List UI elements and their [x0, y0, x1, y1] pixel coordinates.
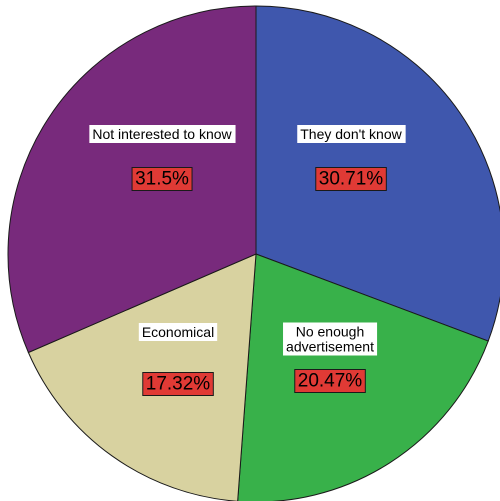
- pie-labels: They don't know 30.71% No enoughadvertisem…: [89, 125, 406, 396]
- value-label-text: 31.5%: [135, 169, 189, 190]
- category-label-bg: [283, 322, 378, 356]
- value-label-they-don-t-know: 30.71%: [315, 167, 387, 191]
- category-label-text: advertisement: [286, 339, 374, 355]
- value-label-bg: [142, 372, 214, 396]
- category-label-text: Not interested to know: [92, 126, 232, 142]
- pie-slices: [7, 5, 500, 501]
- value-label-economical: 17.32%: [142, 372, 214, 396]
- value-label-not-interested-to-know: 31.5%: [131, 167, 193, 191]
- value-label-bg: [131, 167, 193, 191]
- category-label-bg: [297, 125, 406, 143]
- value-label-text: 17.32%: [146, 374, 211, 395]
- pie-slice-economical: [27, 253, 257, 501]
- category-label-bg: [89, 125, 236, 143]
- value-label-bg: [315, 167, 387, 191]
- value-label-no-enough-advertisement: 20.47%: [294, 369, 366, 393]
- category-label-not-interested-to-know: Not interested to know: [89, 125, 236, 143]
- value-label-text: 30.71%: [319, 169, 384, 190]
- category-label-bg: [138, 323, 218, 341]
- value-label-bg: [294, 369, 366, 393]
- category-label-economical: Economical: [138, 323, 218, 341]
- value-label-text: 20.47%: [298, 371, 363, 392]
- category-label-text: Economical: [142, 324, 214, 340]
- category-label-they-don-t-know: They don't know: [297, 125, 406, 143]
- category-label-text: They don't know: [300, 126, 402, 142]
- category-label-text: No enough: [296, 324, 365, 340]
